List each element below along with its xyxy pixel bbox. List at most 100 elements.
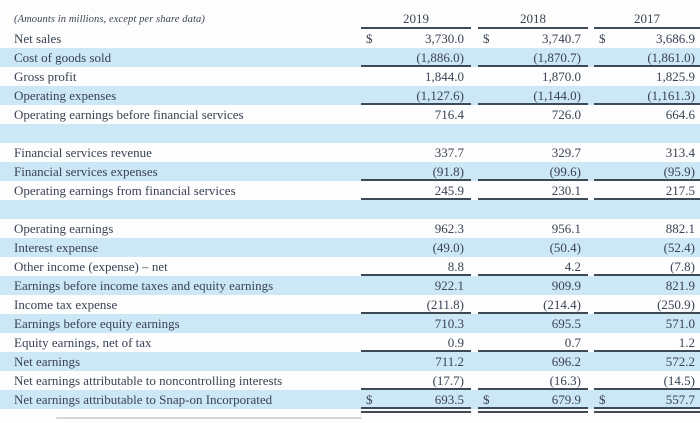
table-row: Equity earnings, net of tax 0.9 0.7 1.2 [0,333,700,352]
scan-artifact-line [56,417,362,419]
value-2017: 882.1 [665,220,695,236]
row-label: Equity earnings, net of tax [14,334,152,350]
table-row: Net sales $ 3,730.0 $ 3,740.7 $ 3,686.9 [0,29,700,48]
value-cell-2019 [361,200,471,219]
value-2019: 922.1 [434,277,464,293]
value-cell-2019: 710.3 [361,314,471,333]
value-2019: 716.4 [434,106,464,122]
row-label: Gross profit [14,68,77,84]
year-label-2017: 2017 [634,11,660,26]
value-2017: 1,825.9 [656,68,695,84]
value-2018: 4.2 [564,258,581,274]
value-2018: 329.7 [551,144,581,160]
year-column-header-2017: 2017 [594,9,700,29]
value-2018: 3,740.7 [542,30,581,46]
value-2017: 313.4 [665,144,695,160]
value-cell-2018: $ 3,740.7 [478,29,588,48]
value-2017: (95.9) [663,163,695,179]
value-cell-2019: $ 3,730.0 [361,29,471,48]
value-2019: (211.8) [426,296,464,312]
year-column-header-2018: 2018 [478,9,588,29]
value-cell-2018: (16.3) [478,371,588,390]
value-cell-2017: $ 3,686.9 [594,29,700,48]
row-label: Cost of goods sold [14,49,112,65]
value-cell-2018: 956.1 [478,219,588,238]
value-cell-2019: (1,886.0) [361,48,471,67]
value-2017: 571.0 [665,315,695,331]
value-cell-2017: 664.6 [594,105,700,124]
value-2019: 337.7 [434,144,464,160]
value-cell-2018: 230.1 [478,181,588,200]
row-label: Earnings before income taxes and equity … [14,277,274,293]
row-label: Net earnings attributable to Snap-on Inc… [14,391,273,407]
table-row: Financial services revenue 337.7 329.7 3… [0,143,700,162]
row-label: Operating earnings [14,220,114,236]
table-row: Earnings before equity earnings 710.3 69… [0,314,700,333]
value-2017: 572.2 [665,353,695,369]
row-label: Net earnings [14,353,81,369]
row-label: Net earnings attributable to noncontroll… [14,372,283,388]
value-cell-2018: (214.4) [478,295,588,314]
value-2019: 711.2 [435,353,464,369]
value-cell-2017 [594,124,700,143]
value-cell-2019: 8.8 [361,257,471,276]
table-row [0,200,700,219]
table-header-row: (Amounts in millions, except per share d… [0,9,700,29]
value-cell-2018: 4.2 [478,257,588,276]
value-2017: 557.7 [665,391,695,407]
value-cell-2018: 696.2 [478,352,588,371]
value-2019: (49.0) [432,239,464,255]
value-cell-2017: (7.8) [594,257,700,276]
table-row: Gross profit 1,844.0 1,870.0 1,825.9 [0,67,700,86]
value-2017: (250.9) [657,296,695,312]
value-cell-2017: (250.9) [594,295,700,314]
value-cell-2019: (17.7) [361,371,471,390]
value-cell-2019: (211.8) [361,295,471,314]
value-2018: 695.5 [551,315,581,331]
value-cell-2018: (99.6) [478,162,588,181]
table-row [0,124,700,143]
row-label: Net sales [14,30,62,46]
dollar-sign: $ [483,30,490,46]
table-row: Operating earnings before financial serv… [0,105,700,124]
value-2019: 0.9 [447,334,464,350]
value-2019: (1,886.0) [416,49,464,65]
value-2018: (1,870.7) [533,49,581,65]
value-2018: 0.7 [564,334,581,350]
value-cell-2018: 1,870.0 [478,67,588,86]
value-2018: 696.2 [551,353,581,369]
value-cell-2019: (1,127.6) [361,86,471,105]
table-row: Financial services expenses (91.8) (99.6… [0,162,700,181]
value-cell-2018: 0.7 [478,333,588,352]
row-label: Financial services revenue [14,144,152,160]
row-label: Earnings before equity earnings [14,315,180,331]
year-label-2018: 2018 [520,11,546,26]
value-2019: (17.7) [432,372,464,388]
value-2019: 693.5 [434,391,464,407]
value-cell-2019: $ 693.5 [361,390,471,414]
row-label: Interest expense [14,239,99,255]
value-2017: 3,686.9 [656,30,695,46]
table-row: Operating expenses (1,127.6) (1,144.0) (… [0,86,700,105]
value-2018: (1,144.0) [533,87,581,103]
dollar-sign: $ [366,391,373,407]
value-2018: 230.1 [551,182,581,198]
value-2018: (16.3) [549,372,581,388]
value-cell-2018: $ 679.9 [478,390,588,414]
value-cell-2017: 1.2 [594,333,700,352]
value-2019: (91.8) [432,163,464,179]
value-2017: 664.6 [665,106,695,122]
row-label: Operating earnings from financial servic… [14,182,236,198]
value-2018: (214.4) [543,296,581,312]
value-cell-2017 [594,200,700,219]
table-row: Other income (expense) – net 8.8 4.2 (7.… [0,257,700,276]
value-cell-2018: 909.9 [478,276,588,295]
value-cell-2018: (50.4) [478,238,588,257]
row-label: Other income (expense) – net [14,258,168,274]
value-2018: (99.6) [549,163,581,179]
value-2019: 8.8 [447,258,464,274]
value-2017: (52.4) [663,239,695,255]
value-cell-2019: 922.1 [361,276,471,295]
value-2019: 1,844.0 [425,68,464,84]
